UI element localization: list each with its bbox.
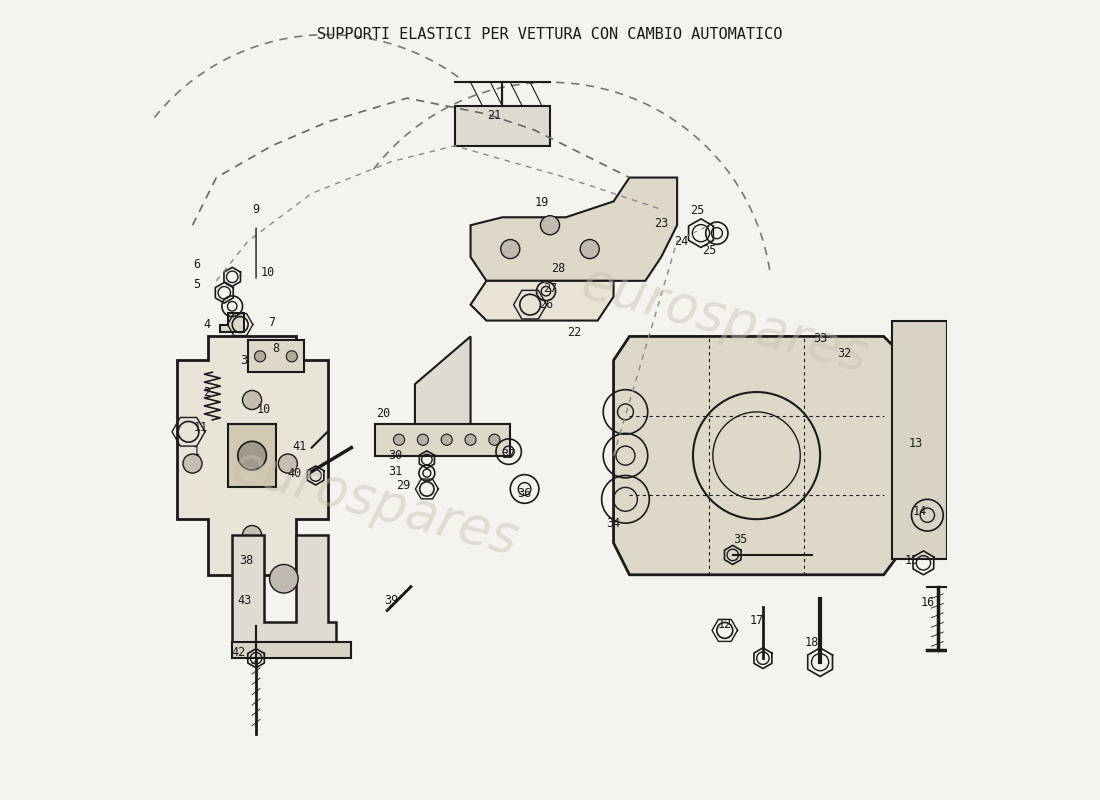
Text: 37: 37: [502, 447, 516, 461]
Polygon shape: [220, 313, 244, 333]
Circle shape: [540, 216, 560, 234]
Circle shape: [500, 239, 520, 258]
Polygon shape: [232, 642, 351, 658]
Circle shape: [441, 434, 452, 446]
Text: 2: 2: [204, 386, 210, 398]
Text: 40: 40: [287, 466, 301, 479]
Text: 31: 31: [388, 465, 403, 478]
Text: 25: 25: [702, 244, 716, 257]
Text: 30: 30: [388, 449, 403, 462]
Text: 29: 29: [396, 478, 410, 491]
Circle shape: [270, 565, 298, 593]
Circle shape: [488, 434, 499, 446]
Text: 21: 21: [487, 109, 502, 122]
Polygon shape: [249, 341, 304, 372]
Text: 20: 20: [376, 407, 390, 420]
Circle shape: [243, 526, 262, 545]
Text: 12: 12: [717, 618, 732, 630]
Text: 16: 16: [921, 596, 935, 609]
Text: 33: 33: [813, 331, 827, 345]
Polygon shape: [614, 337, 908, 574]
Text: 35: 35: [734, 533, 748, 546]
Polygon shape: [471, 281, 614, 321]
Text: 10: 10: [261, 266, 275, 279]
Text: 19: 19: [535, 197, 549, 210]
Text: 1: 1: [192, 445, 200, 458]
Text: 38: 38: [240, 554, 254, 567]
Polygon shape: [177, 337, 328, 574]
Text: 11: 11: [194, 422, 208, 434]
Circle shape: [254, 350, 265, 362]
Text: 22: 22: [566, 326, 581, 339]
Polygon shape: [232, 535, 336, 654]
Circle shape: [394, 434, 405, 446]
Text: SUPPORTI ELASTICI PER VETTURA CON CAMBIO AUTOMATICO: SUPPORTI ELASTICI PER VETTURA CON CAMBIO…: [317, 26, 783, 42]
Polygon shape: [892, 321, 947, 559]
Text: 13: 13: [909, 437, 923, 450]
Circle shape: [278, 454, 297, 473]
Text: 43: 43: [236, 594, 251, 606]
Text: 41: 41: [293, 439, 307, 453]
Polygon shape: [471, 178, 678, 281]
Text: 39: 39: [384, 594, 398, 606]
Text: 26: 26: [539, 298, 553, 311]
Text: eurospares: eurospares: [575, 258, 875, 384]
Text: eurospares: eurospares: [226, 440, 525, 566]
Text: 18: 18: [805, 636, 820, 649]
Bar: [229, 424, 276, 487]
Circle shape: [417, 434, 429, 446]
Text: 27: 27: [543, 282, 557, 295]
Text: 10: 10: [257, 403, 271, 416]
Text: 5: 5: [192, 278, 200, 291]
Text: 24: 24: [674, 234, 689, 248]
Text: 32: 32: [837, 347, 851, 361]
Text: 14: 14: [912, 505, 926, 518]
Text: 42: 42: [231, 646, 245, 659]
Text: 6: 6: [192, 258, 200, 271]
Text: 25: 25: [690, 205, 704, 218]
Text: 28: 28: [551, 262, 565, 275]
Text: 15: 15: [904, 554, 918, 567]
Text: 4: 4: [204, 318, 210, 331]
Text: 17: 17: [749, 614, 763, 627]
Text: 23: 23: [654, 217, 669, 230]
Polygon shape: [454, 106, 550, 146]
Circle shape: [238, 442, 266, 470]
Text: 36: 36: [517, 487, 531, 500]
Text: 3: 3: [241, 354, 248, 366]
Circle shape: [243, 390, 262, 410]
Polygon shape: [375, 424, 510, 456]
Text: 8: 8: [273, 342, 279, 355]
Text: 9: 9: [253, 203, 260, 216]
Circle shape: [580, 239, 600, 258]
Polygon shape: [415, 337, 471, 432]
Circle shape: [286, 350, 297, 362]
Circle shape: [465, 434, 476, 446]
Text: 34: 34: [606, 517, 620, 530]
Circle shape: [183, 454, 202, 473]
Text: 7: 7: [268, 316, 275, 329]
